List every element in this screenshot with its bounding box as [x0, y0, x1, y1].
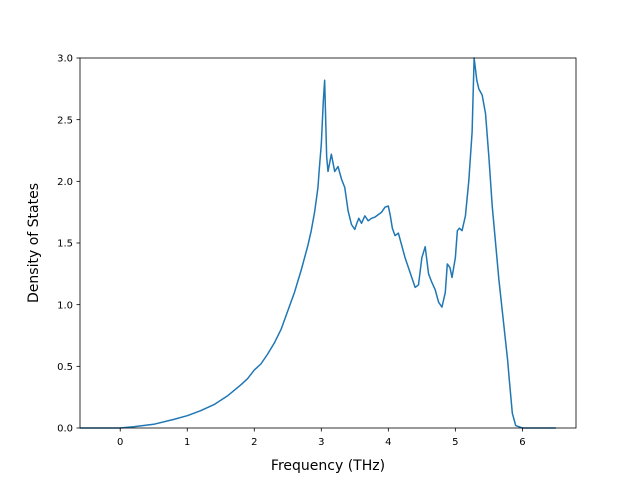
series-line-0: [80, 57, 556, 429]
x-tick-label: 3: [318, 437, 324, 448]
y-axis-label: Density of States: [26, 183, 42, 303]
y-tick-label: 3.0: [57, 54, 73, 65]
x-tick-label: 2: [251, 437, 257, 448]
y-tick-label: 2.5: [57, 115, 73, 126]
y-axis-ticks: 0.0 0.5 1.0 1.5 2.0 2.5 3.0: [57, 54, 80, 435]
x-axis-ticks: 0 1 2 3 4 5 6: [117, 428, 526, 448]
y-tick-label: 0.5: [57, 362, 73, 373]
x-axis-label: Frequency (THz): [271, 458, 385, 474]
x-tick-label: 5: [452, 437, 458, 448]
x-tick-label: 1: [184, 437, 190, 448]
x-tick-label: 0: [117, 437, 123, 448]
y-tick-label: 2.0: [57, 177, 73, 188]
x-tick-label: 6: [519, 437, 525, 448]
y-tick-label: 1.5: [57, 239, 73, 250]
x-tick-label: 4: [385, 437, 391, 448]
y-tick-label: 0.0: [57, 424, 73, 435]
y-tick-label: 1.0: [57, 300, 73, 311]
